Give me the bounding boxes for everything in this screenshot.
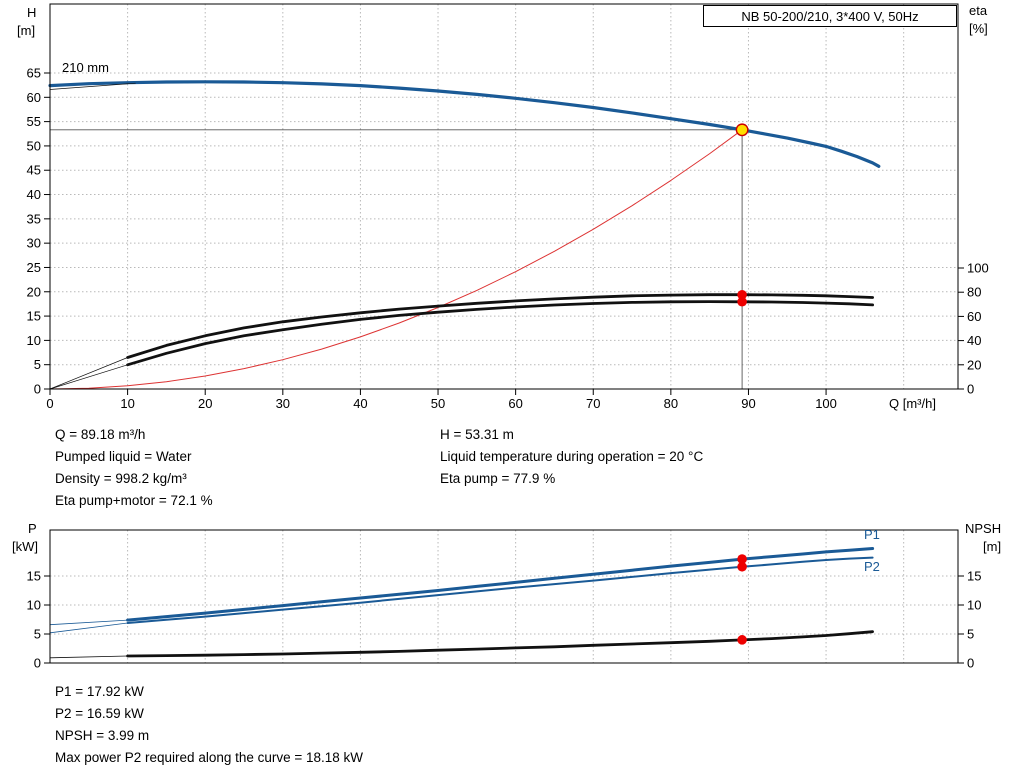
eta-pump-curve: [126, 293, 874, 359]
axis-ticks: 0 5 10 15 0 5 10 15: [27, 569, 982, 671]
svg-text:50: 50: [27, 138, 41, 153]
svg-text:80: 80: [967, 285, 981, 300]
npsh-ext-curve: [49, 655, 128, 659]
flow-value: Q = 89.18 m³/h: [55, 427, 146, 442]
npsh-axis-unit: [m]: [983, 539, 1002, 554]
svg-text:0: 0: [967, 382, 974, 397]
npsh-duty-dot: [737, 635, 747, 645]
h-axis-label: H: [27, 5, 37, 20]
eta-pump-motor-ext-curve: [49, 364, 128, 390]
svg-text:45: 45: [27, 163, 41, 178]
pump-title-text: NB 50-200/210, 3*400 V, 50Hz: [741, 8, 919, 24]
eta-axis-label: eta: [969, 3, 988, 18]
impeller-size-label: 210 mm: [62, 60, 109, 75]
svg-text:30: 30: [27, 236, 41, 251]
info-row: Q = 89.18 m³/h H = 53.31 m: [55, 424, 703, 446]
qh-eta-chart: 0 5 10 15 20 25 30 35 40 45 50 55 60 65 0 20 40 60 80 100 0 1…: [27, 3, 989, 412]
impeller-leader-curve: [49, 82, 136, 90]
info-row: Density = 998.2 kg/m³ Eta pump = 77.9 %: [55, 468, 703, 490]
svg-text:20: 20: [967, 357, 981, 372]
density-value: Density = 998.2 kg/m³: [55, 471, 187, 486]
p1-value: P1 = 17.92 kW: [55, 684, 144, 699]
svg-text:15: 15: [27, 309, 41, 324]
svg-text:15: 15: [27, 569, 41, 584]
svg-text:10: 10: [27, 333, 41, 348]
eta-pump-value: Eta pump = 77.9 %: [440, 471, 556, 486]
pumped-liquid: Pumped liquid = Water: [55, 449, 192, 464]
grid: [50, 4, 958, 389]
axis-ticks: 0 5 10 15 20 25 30 35 40 45 50 55 60 65 0 20 40 60 80 100 0 1…: [27, 66, 989, 412]
svg-text:0: 0: [46, 396, 53, 411]
p1-curve-label: P1: [864, 527, 880, 542]
p1-duty-dot: [737, 554, 747, 564]
p1-ext-curve: [49, 619, 128, 626]
npsh-value: NPSH = 3.99 m: [55, 728, 150, 743]
p2-duty-dot: [737, 561, 747, 572]
p-axis-label: P: [28, 521, 37, 536]
duty-info-block: Q = 89.18 m³/h H = 53.31 m Pumped liquid…: [55, 424, 703, 512]
svg-text:100: 100: [815, 396, 837, 411]
pump-title-box: NB 50-200/210, 3*400 V, 50Hz: [703, 5, 957, 27]
svg-text:15: 15: [967, 569, 981, 584]
svg-text:0: 0: [34, 382, 41, 397]
p-axis-unit: [kW]: [12, 539, 38, 554]
info-row: Pumped liquid = Water Liquid temperature…: [55, 446, 703, 468]
svg-text:5: 5: [34, 357, 41, 372]
eta-axis-unit: [%]: [969, 21, 988, 36]
svg-text:5: 5: [34, 627, 41, 642]
svg-text:60: 60: [27, 90, 41, 105]
svg-text:0: 0: [967, 656, 974, 671]
npsh-curve: [126, 630, 874, 658]
svg-text:50: 50: [431, 396, 445, 411]
svg-text:40: 40: [27, 187, 41, 202]
svg-text:40: 40: [967, 333, 981, 348]
svg-text:65: 65: [27, 66, 41, 81]
svg-text:5: 5: [967, 627, 974, 642]
svg-text:100: 100: [967, 261, 989, 276]
svg-text:90: 90: [741, 396, 755, 411]
p2-curve-label: P2: [864, 559, 880, 574]
h-axis-unit: [m]: [17, 23, 36, 38]
eta-pump-ext-curve: [49, 357, 128, 390]
eta-pump-motor-value: Eta pump+motor = 72.1 %: [55, 493, 213, 508]
svg-text:25: 25: [27, 260, 41, 275]
p1-curve: [126, 547, 875, 622]
svg-text:10: 10: [120, 396, 134, 411]
power-npsh-chart: 0 5 10 15 0 5 10 15: [27, 529, 982, 671]
head-210mm-curve: [48, 80, 881, 168]
svg-text:0: 0: [34, 656, 41, 671]
duty-point-marker: [735, 123, 749, 137]
max-power-value: Max power P2 required along the curve = …: [55, 750, 364, 765]
head-value: H = 53.31 m: [440, 427, 514, 442]
p2-curve: [126, 556, 874, 624]
svg-text:20: 20: [27, 284, 41, 299]
eta-pump-motor-curve: [126, 300, 874, 367]
power-info-block: P1 = 17.92 kW P2 = 16.59 kW NPSH = 3.99 …: [55, 681, 363, 769]
grid: [50, 530, 958, 663]
svg-text:70: 70: [586, 396, 600, 411]
svg-text:40: 40: [353, 396, 367, 411]
svg-text:80: 80: [664, 396, 678, 411]
p2-ext-curve: [49, 622, 128, 634]
system-curve-curve: [49, 129, 743, 390]
q-axis-label: Q [m³/h]: [889, 396, 936, 411]
svg-text:55: 55: [27, 114, 41, 129]
info-row: Eta pump+motor = 72.1 %: [55, 490, 703, 512]
eta-pump-motor-duty-dot: [737, 296, 747, 307]
npsh-axis-label: NPSH: [965, 521, 1002, 536]
svg-text:60: 60: [508, 396, 522, 411]
svg-text:60: 60: [967, 309, 981, 324]
liquid-temperature: Liquid temperature during operation = 20…: [440, 449, 704, 464]
svg-text:20: 20: [198, 396, 212, 411]
eta-pump-duty-dot: [737, 289, 747, 300]
svg-text:10: 10: [967, 598, 981, 613]
svg-text:10: 10: [27, 598, 41, 613]
svg-text:30: 30: [276, 396, 290, 411]
svg-text:35: 35: [27, 211, 41, 226]
p2-value: P2 = 16.59 kW: [55, 706, 144, 721]
